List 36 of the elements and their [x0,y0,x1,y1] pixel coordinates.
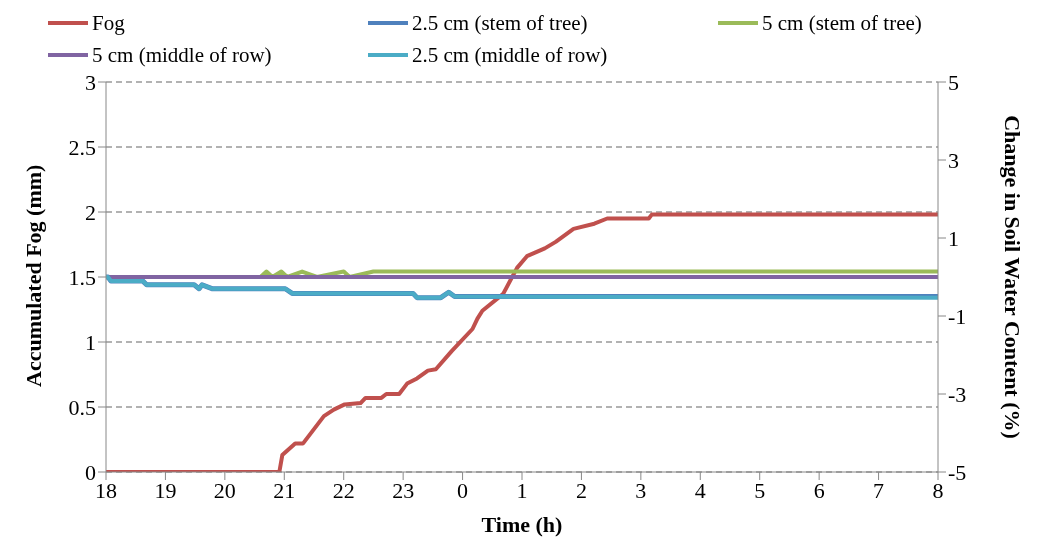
y2-tick-label: -1 [948,303,967,329]
x-tick-label: 5 [754,477,766,503]
legend-label: 5 cm (middle of row) [92,42,272,68]
y-tick-label: 1.5 [68,264,96,290]
x-tick-label: 21 [273,477,296,503]
legend-label: 2.5 cm (middle of row) [412,42,608,68]
y2-tick-label: 1 [948,225,959,251]
x-tick-label: 18 [95,477,117,503]
x-tick-label: 1 [516,477,528,503]
y-tick-label: 2 [85,199,96,225]
y-tick-label: 3 [85,69,96,95]
y2-tick-label: -5 [948,459,967,485]
y2-axis-title: Change in Soil Water Content (%) [1000,115,1026,439]
legend-label: Fog [92,10,125,36]
y2-tick-label: -3 [948,381,967,407]
y2-tick-label: 3 [948,147,959,173]
x-tick-label: 0 [457,477,469,503]
x-tick-label: 20 [213,477,236,503]
x-tick-label: 6 [813,477,825,503]
x-axis-title: Time (h) [481,512,563,537]
y-tick-label: 2.5 [68,134,96,160]
x-tick-label: 7 [873,477,885,503]
legend-label: 5 cm (stem of tree) [762,10,922,36]
x-tick-label: 8 [932,477,944,503]
y2-tick-label: 5 [948,69,959,95]
x-tick-label: 3 [635,477,647,503]
y-tick-label: 1 [85,329,96,355]
y-axis-title: Accumulated Fog (mm) [20,164,46,387]
x-tick-label: 19 [154,477,177,503]
x-tick-label: 22 [332,477,355,503]
x-tick-label: 4 [694,477,706,503]
y-tick-label: 0.5 [68,394,96,420]
legend-label: 2.5 cm (stem of tree) [412,10,588,36]
x-tick-label: 23 [392,477,415,503]
x-tick-label: 2 [575,477,587,503]
y-tick-label: 0 [85,459,96,485]
